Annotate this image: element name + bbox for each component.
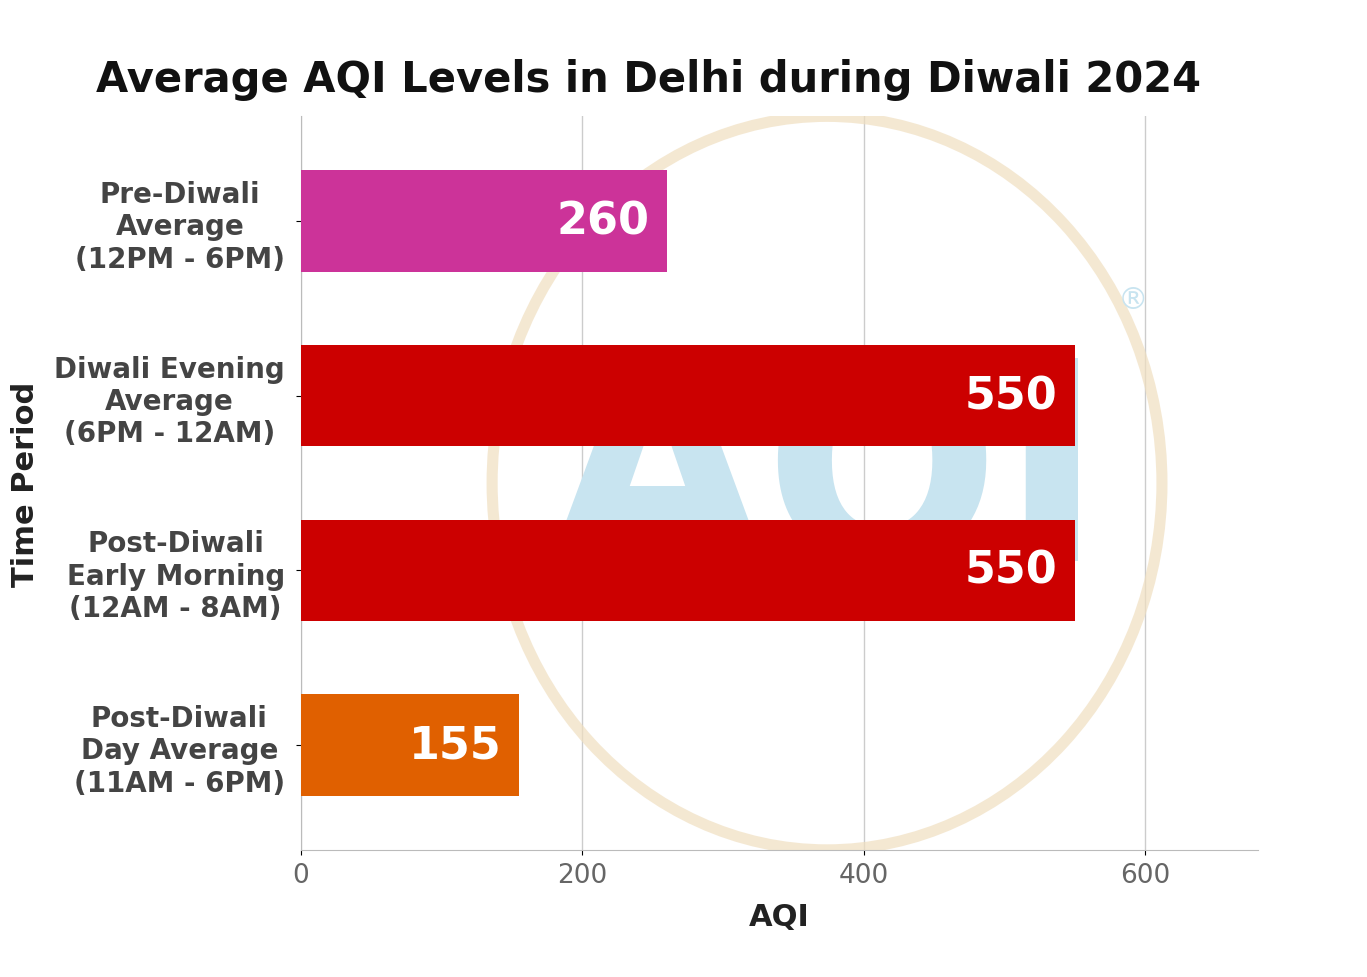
Text: Average AQI Levels in Delhi during Diwali 2024: Average AQI Levels in Delhi during Diwal… <box>96 59 1200 101</box>
Text: 550: 550 <box>965 549 1058 592</box>
Bar <box>301 520 1074 621</box>
Text: 155: 155 <box>409 724 502 767</box>
X-axis label: AQI: AQI <box>749 902 809 931</box>
Text: 550: 550 <box>965 375 1058 418</box>
Text: AQI: AQI <box>550 349 1105 618</box>
Text: ®: ® <box>1118 286 1148 315</box>
Bar <box>301 346 1074 447</box>
Bar <box>301 695 519 796</box>
Y-axis label: Time Period: Time Period <box>11 381 40 586</box>
Text: 260: 260 <box>556 200 649 243</box>
Bar <box>301 171 667 273</box>
